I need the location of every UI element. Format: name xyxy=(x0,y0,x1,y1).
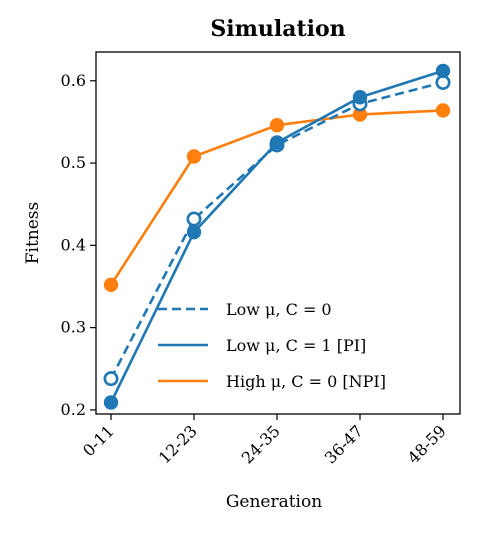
data-point xyxy=(269,135,285,150)
data-point xyxy=(103,371,119,387)
series-line-0 xyxy=(109,81,444,380)
data-point xyxy=(352,90,368,105)
x-tick-label: 24-35 xyxy=(238,421,284,467)
y-axis-label: Fitness xyxy=(23,202,43,265)
chart-title: Simulation xyxy=(210,16,345,42)
x-tick-label: 12-23 xyxy=(155,421,201,467)
x-tick-label: 36-47 xyxy=(321,421,367,467)
plot-frame xyxy=(95,51,461,415)
data-point xyxy=(435,63,451,79)
legend: Low μ, C = 0 Low μ, C = 1 [PI] High μ, C =… xyxy=(158,300,386,391)
data-point xyxy=(186,211,202,227)
x-tick-label: 0-11 xyxy=(79,421,118,460)
data-point xyxy=(435,103,451,118)
x-tick-label: 48-59 xyxy=(404,421,450,467)
data-point xyxy=(352,107,368,122)
data-point xyxy=(103,395,119,410)
data-point xyxy=(103,277,119,293)
legend-label-2: High μ, C = 0 [NPI] xyxy=(226,372,386,391)
y-tick-label: 0.4 xyxy=(61,235,86,254)
y-tick-label: 0.2 xyxy=(61,400,86,419)
data-point xyxy=(269,118,285,133)
data-point xyxy=(186,224,202,240)
plot-area: 0.2 0.3 0.4 0.5 0.6 0-11 12-23 24-35 36-47 48-59 xyxy=(61,63,451,467)
data-point xyxy=(186,149,202,164)
legend-label-1: Low μ, C = 1 [PI] xyxy=(226,336,366,355)
y-tick-label: 0.5 xyxy=(61,153,86,172)
x-axis-label: Generation xyxy=(226,492,322,512)
legend-label-0: Low μ, C = 0 xyxy=(226,300,332,319)
y-tick-label: 0.3 xyxy=(61,318,86,337)
y-tick-label: 0.6 xyxy=(61,71,86,90)
